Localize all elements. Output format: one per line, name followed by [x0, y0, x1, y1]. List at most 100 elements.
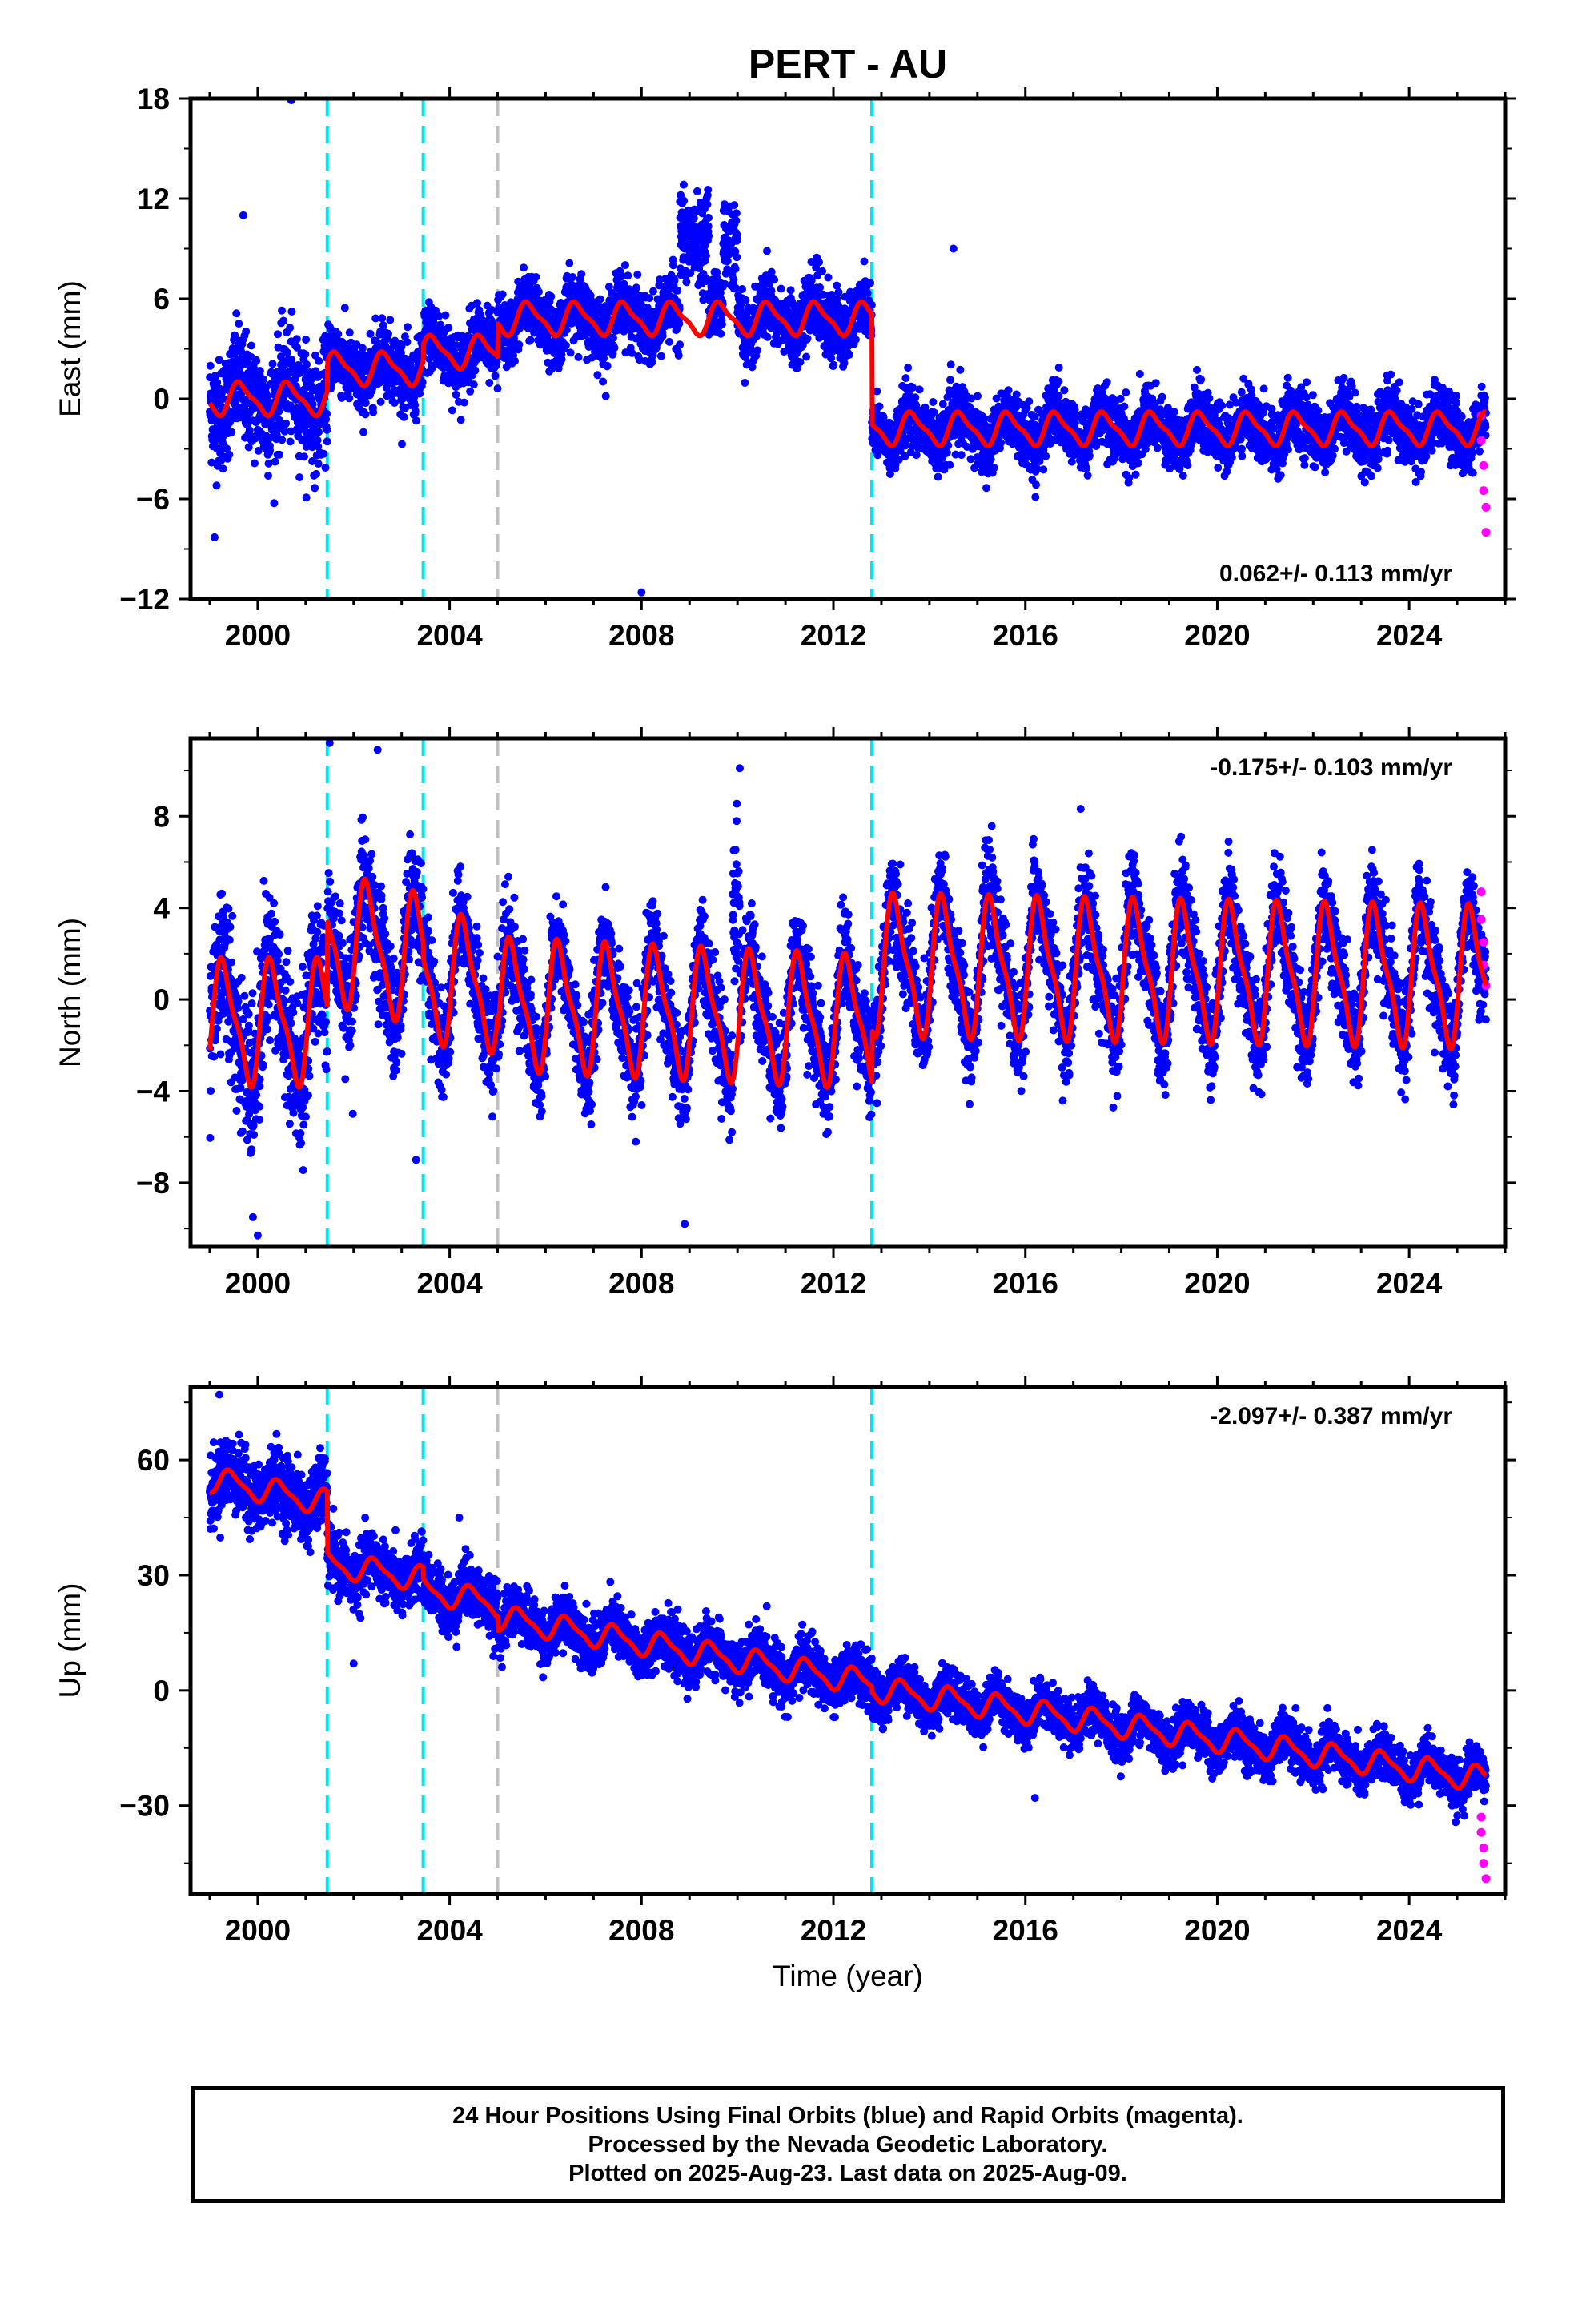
data-point [400, 412, 408, 421]
data-point [733, 253, 741, 262]
data-point [1004, 386, 1013, 395]
data-point [824, 273, 833, 282]
data-point [361, 410, 370, 419]
data-point [520, 263, 528, 272]
data-point [287, 356, 296, 364]
data-point [942, 448, 951, 457]
data-point [863, 288, 872, 297]
data-point [302, 493, 311, 502]
data-point [418, 378, 427, 387]
data-point [1042, 452, 1050, 460]
data-point [282, 419, 291, 428]
data-point [314, 460, 323, 468]
data-point [1070, 405, 1079, 414]
data-point [345, 394, 354, 403]
data-point [632, 283, 640, 292]
data-point [219, 464, 227, 473]
data-point [568, 273, 577, 281]
data-point [997, 438, 1006, 447]
data-point [378, 314, 387, 323]
data-point [673, 286, 682, 295]
data-point [469, 380, 478, 389]
data-point [404, 323, 412, 332]
data-point [473, 299, 481, 308]
data-point [1032, 480, 1040, 489]
data-point [763, 332, 772, 341]
data-point [303, 360, 311, 368]
data-point [215, 356, 223, 364]
data-point [247, 341, 255, 350]
series-final-orbits [206, 99, 1490, 597]
data-point [624, 271, 632, 280]
data-point [676, 340, 685, 349]
data-point [682, 278, 691, 287]
data-point [610, 344, 619, 352]
data-point [1082, 464, 1091, 472]
data-point [901, 441, 910, 450]
data-point [411, 400, 420, 409]
data-point [1039, 465, 1048, 474]
data-point [982, 484, 990, 493]
data-point [860, 257, 869, 266]
data-point [901, 374, 910, 383]
data-point [264, 459, 273, 468]
panel-east: 2000 2004 2008 2012 2016 2020 2024−12−6061218E… [54, 82, 1516, 652]
data-point [1116, 394, 1125, 403]
data-point [251, 459, 259, 468]
data-point [295, 473, 304, 482]
data-point [723, 257, 732, 265]
data-point [225, 450, 234, 459]
data-point [929, 398, 938, 406]
data-point [753, 346, 761, 355]
data-point [990, 464, 998, 472]
data-point [314, 442, 323, 451]
data-point [704, 213, 713, 222]
data-point [448, 406, 456, 415]
data-point [441, 311, 450, 320]
data-point [213, 378, 222, 387]
data-point [412, 416, 420, 425]
data-point [946, 460, 954, 469]
data-point [286, 324, 295, 332]
data-point [411, 407, 420, 416]
data-point [815, 258, 823, 267]
data-point [235, 320, 243, 328]
data-point [386, 316, 395, 324]
data-point [460, 398, 468, 407]
data-point [444, 324, 453, 332]
data-point [730, 201, 739, 210]
data-point [323, 437, 331, 446]
data-point [396, 348, 405, 357]
data-point [648, 358, 656, 367]
data-point [275, 416, 283, 424]
data-point [259, 375, 267, 384]
data-point [274, 330, 282, 339]
data-point [397, 342, 406, 351]
data-point [452, 390, 460, 399]
data-point [321, 464, 330, 472]
data-point [649, 287, 657, 296]
data-point [1054, 392, 1063, 400]
data-point [416, 389, 424, 398]
data-point [232, 309, 241, 318]
data-point [803, 334, 812, 343]
data-point [270, 499, 279, 508]
data-point [286, 437, 295, 446]
data-point [565, 259, 574, 267]
data-point [271, 457, 279, 466]
data-point [705, 231, 713, 240]
data-point [729, 275, 738, 283]
data-point [279, 316, 288, 325]
data-point [315, 428, 323, 436]
data-point [693, 187, 701, 195]
data-point [466, 387, 475, 396]
data-point [371, 314, 380, 323]
data-point [717, 329, 725, 338]
data-point [498, 290, 507, 299]
data-point [300, 452, 308, 461]
data-point [311, 484, 319, 493]
data-point [986, 455, 995, 464]
data-point [974, 392, 982, 400]
data-point [376, 397, 385, 406]
data-point [493, 384, 502, 393]
